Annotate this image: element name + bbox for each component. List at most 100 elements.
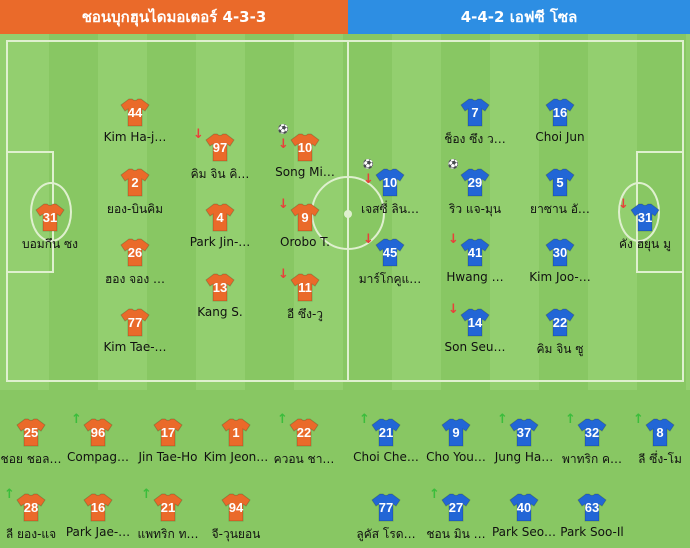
home-starter-player[interactable]: 2 ยอง-บินคิม <box>90 167 180 219</box>
home-starter-player[interactable]: 97 คิม จิน คิ… <box>175 132 265 184</box>
away-sub-player[interactable]: 40 Park Seo… <box>479 492 569 539</box>
away-sub-player[interactable]: 63 Park Soo-Il <box>547 492 637 539</box>
home-sub-player[interactable]: 94 จี-วุนยอน <box>191 492 281 544</box>
player-shirt: 94 <box>221 492 251 522</box>
player-number: 97 <box>212 139 228 155</box>
player-number: 25 <box>23 424 39 440</box>
home-starter-player[interactable]: 11 อี ซึง-วู <box>260 272 350 324</box>
home-sub-player[interactable]: 17 Jin Tae-Ho <box>123 417 213 464</box>
player-number: 10 <box>297 139 313 155</box>
player-name: ฮอง จอง … <box>104 272 166 286</box>
jersey-icon <box>545 98 575 127</box>
away-starter-player[interactable]: 31 คัง ฮยุน มู <box>600 202 690 254</box>
home-sub-player[interactable]: 25 ชอย ชอล… <box>0 417 76 469</box>
home-starter-player[interactable]: 44 Kim Ha-j… <box>90 97 180 144</box>
pitch <box>0 34 690 390</box>
jersey-icon <box>289 418 319 447</box>
down-arrow-icon: ↓ <box>448 232 459 247</box>
away-starter-player[interactable]: 14 Son Seu… <box>430 307 520 354</box>
player-name: ยอง-บินคิม <box>106 202 164 216</box>
down-arrow-icon: ↓ <box>278 267 289 282</box>
up-arrow-icon: ↑ <box>4 487 15 502</box>
player-number: 1 <box>232 424 240 440</box>
away-starter-player[interactable]: 10 เจสซี่ ลิน… <box>345 167 435 219</box>
away-sub-player[interactable]: 32 พาทริก ค… <box>547 417 637 469</box>
player-shirt: 21 <box>153 492 183 522</box>
away-starter-player[interactable]: 16 Choi Jun <box>515 97 605 144</box>
jersey-icon <box>577 418 607 447</box>
player-name: ลี ซึ่ง-โม <box>638 452 682 466</box>
away-starter-player[interactable]: 41 Hwang … <box>430 237 520 284</box>
away-starter-player[interactable]: 7 ช็อง ซึง ว… <box>430 97 520 149</box>
player-number: 77 <box>378 499 394 515</box>
player-number: 8 <box>656 424 664 440</box>
player-shirt: 11 <box>290 272 320 302</box>
away-starter-player[interactable]: 29 ริว แจ-มุน <box>430 167 520 219</box>
player-name: แพทริก ท… <box>137 527 199 541</box>
home-starter-player[interactable]: 4 Park Jin-… <box>175 202 265 249</box>
home-sub-player[interactable]: 16 Park Jae-… <box>53 492 143 539</box>
away-starter-player[interactable]: 45 มาร์โกคูแ… <box>345 237 435 289</box>
home-starter-player[interactable]: 31 บอมกึน ซง <box>5 202 95 254</box>
player-shirt: 32 <box>577 417 607 447</box>
jersey-icon <box>153 418 183 447</box>
away-starter-player[interactable]: 5 ยาซาน อั… <box>515 167 605 219</box>
home-sub-player[interactable]: 1 Kim Jeon… <box>191 417 281 464</box>
down-arrow-icon: ↓ <box>193 127 204 142</box>
player-name: ควอน ชา… <box>273 452 335 466</box>
away-sub-player[interactable]: 77 ลูคัส โรด… <box>341 492 431 544</box>
player-number: 77 <box>127 314 143 330</box>
home-sub-player[interactable]: 28 ลี ยอง-แจ <box>0 492 76 544</box>
down-arrow-icon: ↓ <box>278 137 289 152</box>
up-arrow-icon: ↑ <box>359 412 370 427</box>
away-sub-player[interactable]: 21 Choi Che… <box>341 417 431 464</box>
football-icon: ⚽ <box>277 125 290 135</box>
jersey-icon <box>83 418 113 447</box>
player-number: 10 <box>382 174 398 190</box>
away-team-header: 4-4-2 เอฟซี โซล <box>348 0 690 34</box>
player-shirt: 31 <box>35 202 65 232</box>
home-sub-player[interactable]: 22 ควอน ชา… <box>259 417 349 469</box>
player-number: 96 <box>90 424 106 440</box>
home-penalty-arc <box>30 182 72 242</box>
player-number: 41 <box>467 244 483 260</box>
player-shirt: 22 <box>545 307 575 337</box>
player-number: 13 <box>212 279 228 295</box>
player-shirt: 2 <box>120 167 150 197</box>
away-sub-player[interactable]: 9 Cho You… <box>411 417 501 464</box>
home-sub-player[interactable]: 96 Compag… <box>53 417 143 464</box>
player-shirt: 41 <box>460 237 490 267</box>
jersey-icon <box>290 273 320 302</box>
own-goal-football-icon: ⚽ <box>362 160 375 170</box>
away-starter-player[interactable]: 22 คิม จิน ซู <box>515 307 605 359</box>
player-shirt: 10 <box>290 132 320 162</box>
away-starter-player[interactable]: 30 Kim Joo-… <box>515 237 605 284</box>
home-starter-player[interactable]: 10 Song Mi… <box>260 132 350 179</box>
home-starter-player[interactable]: 13 Kang S. <box>175 272 265 319</box>
player-number: 22 <box>552 314 568 330</box>
jersey-icon <box>460 308 490 337</box>
away-penalty-arc <box>618 182 660 242</box>
home-starter-player[interactable]: 77 Kim Tae-… <box>90 307 180 354</box>
player-name: Orobo T. <box>280 235 330 249</box>
home-starter-player[interactable]: 9 Orobo T. <box>260 202 350 249</box>
away-sub-player[interactable]: 27 ชอน มิน … <box>411 492 501 544</box>
home-starter-player[interactable]: 26 ฮอง จอง … <box>90 237 180 289</box>
home-sub-player[interactable]: 21 แพทริก ท… <box>123 492 213 544</box>
jersey-icon <box>83 493 113 522</box>
player-shirt: 96 <box>83 417 113 447</box>
player-number: 94 <box>228 499 244 515</box>
player-number: 17 <box>160 424 176 440</box>
away-sub-player[interactable]: 37 Jung Ha… <box>479 417 569 464</box>
player-number: 21 <box>378 424 394 440</box>
jersey-icon <box>545 308 575 337</box>
jersey-icon <box>205 273 235 302</box>
up-arrow-icon: ↑ <box>429 487 440 502</box>
away-sub-player[interactable]: 8 ลี ซึ่ง-โม <box>615 417 690 469</box>
player-name: Kim Jeon… <box>203 450 269 464</box>
player-name: พาทริก ค… <box>561 452 623 466</box>
player-shirt: 1 <box>221 417 251 447</box>
player-number: 9 <box>452 424 460 440</box>
player-name: บอมกึน ซง <box>21 237 79 251</box>
jersey-icon <box>460 168 490 197</box>
